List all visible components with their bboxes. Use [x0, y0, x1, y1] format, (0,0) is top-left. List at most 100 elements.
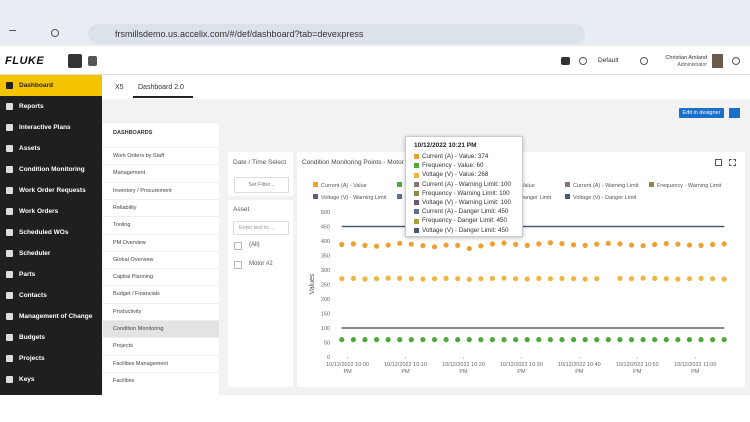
- nav-item[interactable]: Condition Monitoring: [0, 159, 102, 180]
- dashboard-item[interactable]: PM Overview: [103, 233, 219, 251]
- dashboard-item[interactable]: Management: [103, 164, 219, 181]
- nav-icon: [6, 166, 13, 173]
- data-point: [489, 275, 496, 282]
- data-point: [698, 337, 704, 343]
- nav-item[interactable]: Parts: [0, 264, 102, 285]
- data-point: [559, 241, 565, 247]
- data-point: [547, 240, 553, 246]
- data-point: [559, 275, 565, 282]
- data-point: [582, 242, 588, 248]
- y-tick-label: 350: [321, 254, 330, 260]
- dashboard-item[interactable]: Tooling: [103, 216, 219, 233]
- checkbox[interactable]: [234, 261, 242, 269]
- nav-item[interactable]: Assets: [0, 138, 102, 159]
- dashboard-item[interactable]: Budget / Financials: [103, 285, 219, 302]
- dashboard-item[interactable]: Reliability: [103, 198, 219, 216]
- menu-button[interactable]: [68, 54, 82, 68]
- tree-button[interactable]: [88, 56, 97, 66]
- filter-title: Date / Time Select: [233, 159, 287, 166]
- dashboard-item[interactable]: Capital Planning: [103, 268, 219, 285]
- legend-swatch: [313, 194, 318, 199]
- legend-label: Voltage (V) - Warning Limit: [321, 195, 387, 201]
- data-point: [710, 276, 716, 282]
- nav-icon: [6, 187, 13, 194]
- nav-item[interactable]: Management of Change: [0, 306, 102, 327]
- tab[interactable]: X5: [115, 84, 124, 91]
- tooltip-swatch: [414, 190, 419, 196]
- dashboard-item[interactable]: Condition Monitoring: [103, 320, 219, 337]
- nav-item[interactable]: Keys: [0, 369, 102, 390]
- nav-item[interactable]: Budgets: [0, 327, 102, 348]
- tooltip-title: 10/12/2022 10:21 PM: [414, 142, 477, 149]
- set-filter-button[interactable]: Set Filter...: [234, 177, 289, 193]
- export-icon[interactable]: [715, 159, 722, 166]
- nav-item[interactable]: Scheduler: [0, 243, 102, 264]
- checkbox[interactable]: [234, 242, 242, 250]
- legend-swatch: [397, 182, 402, 187]
- nav-item[interactable]: Interactive Plans: [0, 117, 102, 138]
- announce-button[interactable]: [561, 57, 570, 65]
- export-button[interactable]: [729, 108, 740, 118]
- data-point: [420, 276, 426, 282]
- data-point: [478, 276, 484, 282]
- data-point: [640, 275, 646, 281]
- data-point: [617, 275, 623, 282]
- data-point: [524, 337, 530, 343]
- data-point: [524, 242, 530, 248]
- nav-item[interactable]: Reports: [0, 96, 102, 117]
- profile-select[interactable]: Default: [598, 57, 619, 64]
- data-point: [397, 240, 403, 246]
- tab-bar: [102, 75, 750, 99]
- data-point: [513, 337, 519, 343]
- dashboard-item[interactable]: Projects: [103, 337, 219, 354]
- logo: FLUKE: [5, 55, 45, 67]
- data-point: [420, 243, 426, 249]
- address-bar[interactable]: frsmillsdemo.us.accelix.com/#/def/dashbo…: [88, 24, 585, 44]
- legend-swatch: [565, 194, 570, 199]
- tooltip-text: Voltage (V) - Danger Limit: 450: [422, 226, 509, 234]
- data-point: [536, 337, 542, 343]
- tooltip-swatch: [414, 227, 419, 233]
- edit-button[interactable]: Edit in designer: [679, 108, 724, 118]
- data-point: [466, 337, 472, 343]
- data-point: [686, 337, 693, 343]
- data-point: [582, 337, 588, 343]
- nav-item[interactable]: Work Order Requests: [0, 180, 102, 201]
- back-button[interactable]: [9, 30, 16, 31]
- legend-label: Frequency - Warning Limit: [657, 183, 722, 189]
- data-point: [605, 240, 611, 246]
- data-point: [617, 241, 623, 247]
- dashboard-item[interactable]: Facilities Management: [103, 354, 219, 372]
- dashboard-item[interactable]: Facilities: [103, 371, 219, 389]
- tab[interactable]: Dashboard 2.0: [138, 84, 184, 91]
- maximize-icon[interactable]: [729, 159, 736, 166]
- avatar[interactable]: [712, 54, 723, 68]
- y-tick-label: 100: [321, 326, 330, 332]
- dashboard-item[interactable]: Global Overview: [103, 250, 219, 268]
- nav-item[interactable]: Scheduled WOs: [0, 222, 102, 243]
- more-button[interactable]: [732, 57, 740, 65]
- dashboard-item[interactable]: Work Orders by Staff: [103, 147, 219, 164]
- data-point: [663, 337, 669, 343]
- dashboard-item[interactable]: Productivity: [103, 302, 219, 320]
- reload-button[interactable]: [51, 29, 59, 37]
- search-button[interactable]: [579, 57, 587, 65]
- user-name: Christian Amland: [665, 55, 707, 61]
- data-point: [362, 242, 368, 248]
- nav-item[interactable]: Work Orders: [0, 201, 102, 222]
- data-point: [350, 241, 356, 247]
- data-point: [420, 337, 426, 343]
- dashboard-item[interactable]: Inventory / Procurement: [103, 181, 219, 199]
- nav-item[interactable]: Dashboard: [0, 75, 102, 96]
- data-point: [431, 337, 438, 343]
- data-point: [397, 275, 403, 282]
- search-input[interactable]: Enter text to ...: [233, 221, 289, 235]
- nav-item[interactable]: Contacts: [0, 285, 102, 306]
- data-point: [675, 276, 681, 282]
- history-button[interactable]: [640, 57, 648, 65]
- data-point: [431, 244, 438, 250]
- nav-icon: [6, 292, 13, 299]
- data-point: [489, 337, 496, 343]
- nav-item[interactable]: Projects: [0, 348, 102, 369]
